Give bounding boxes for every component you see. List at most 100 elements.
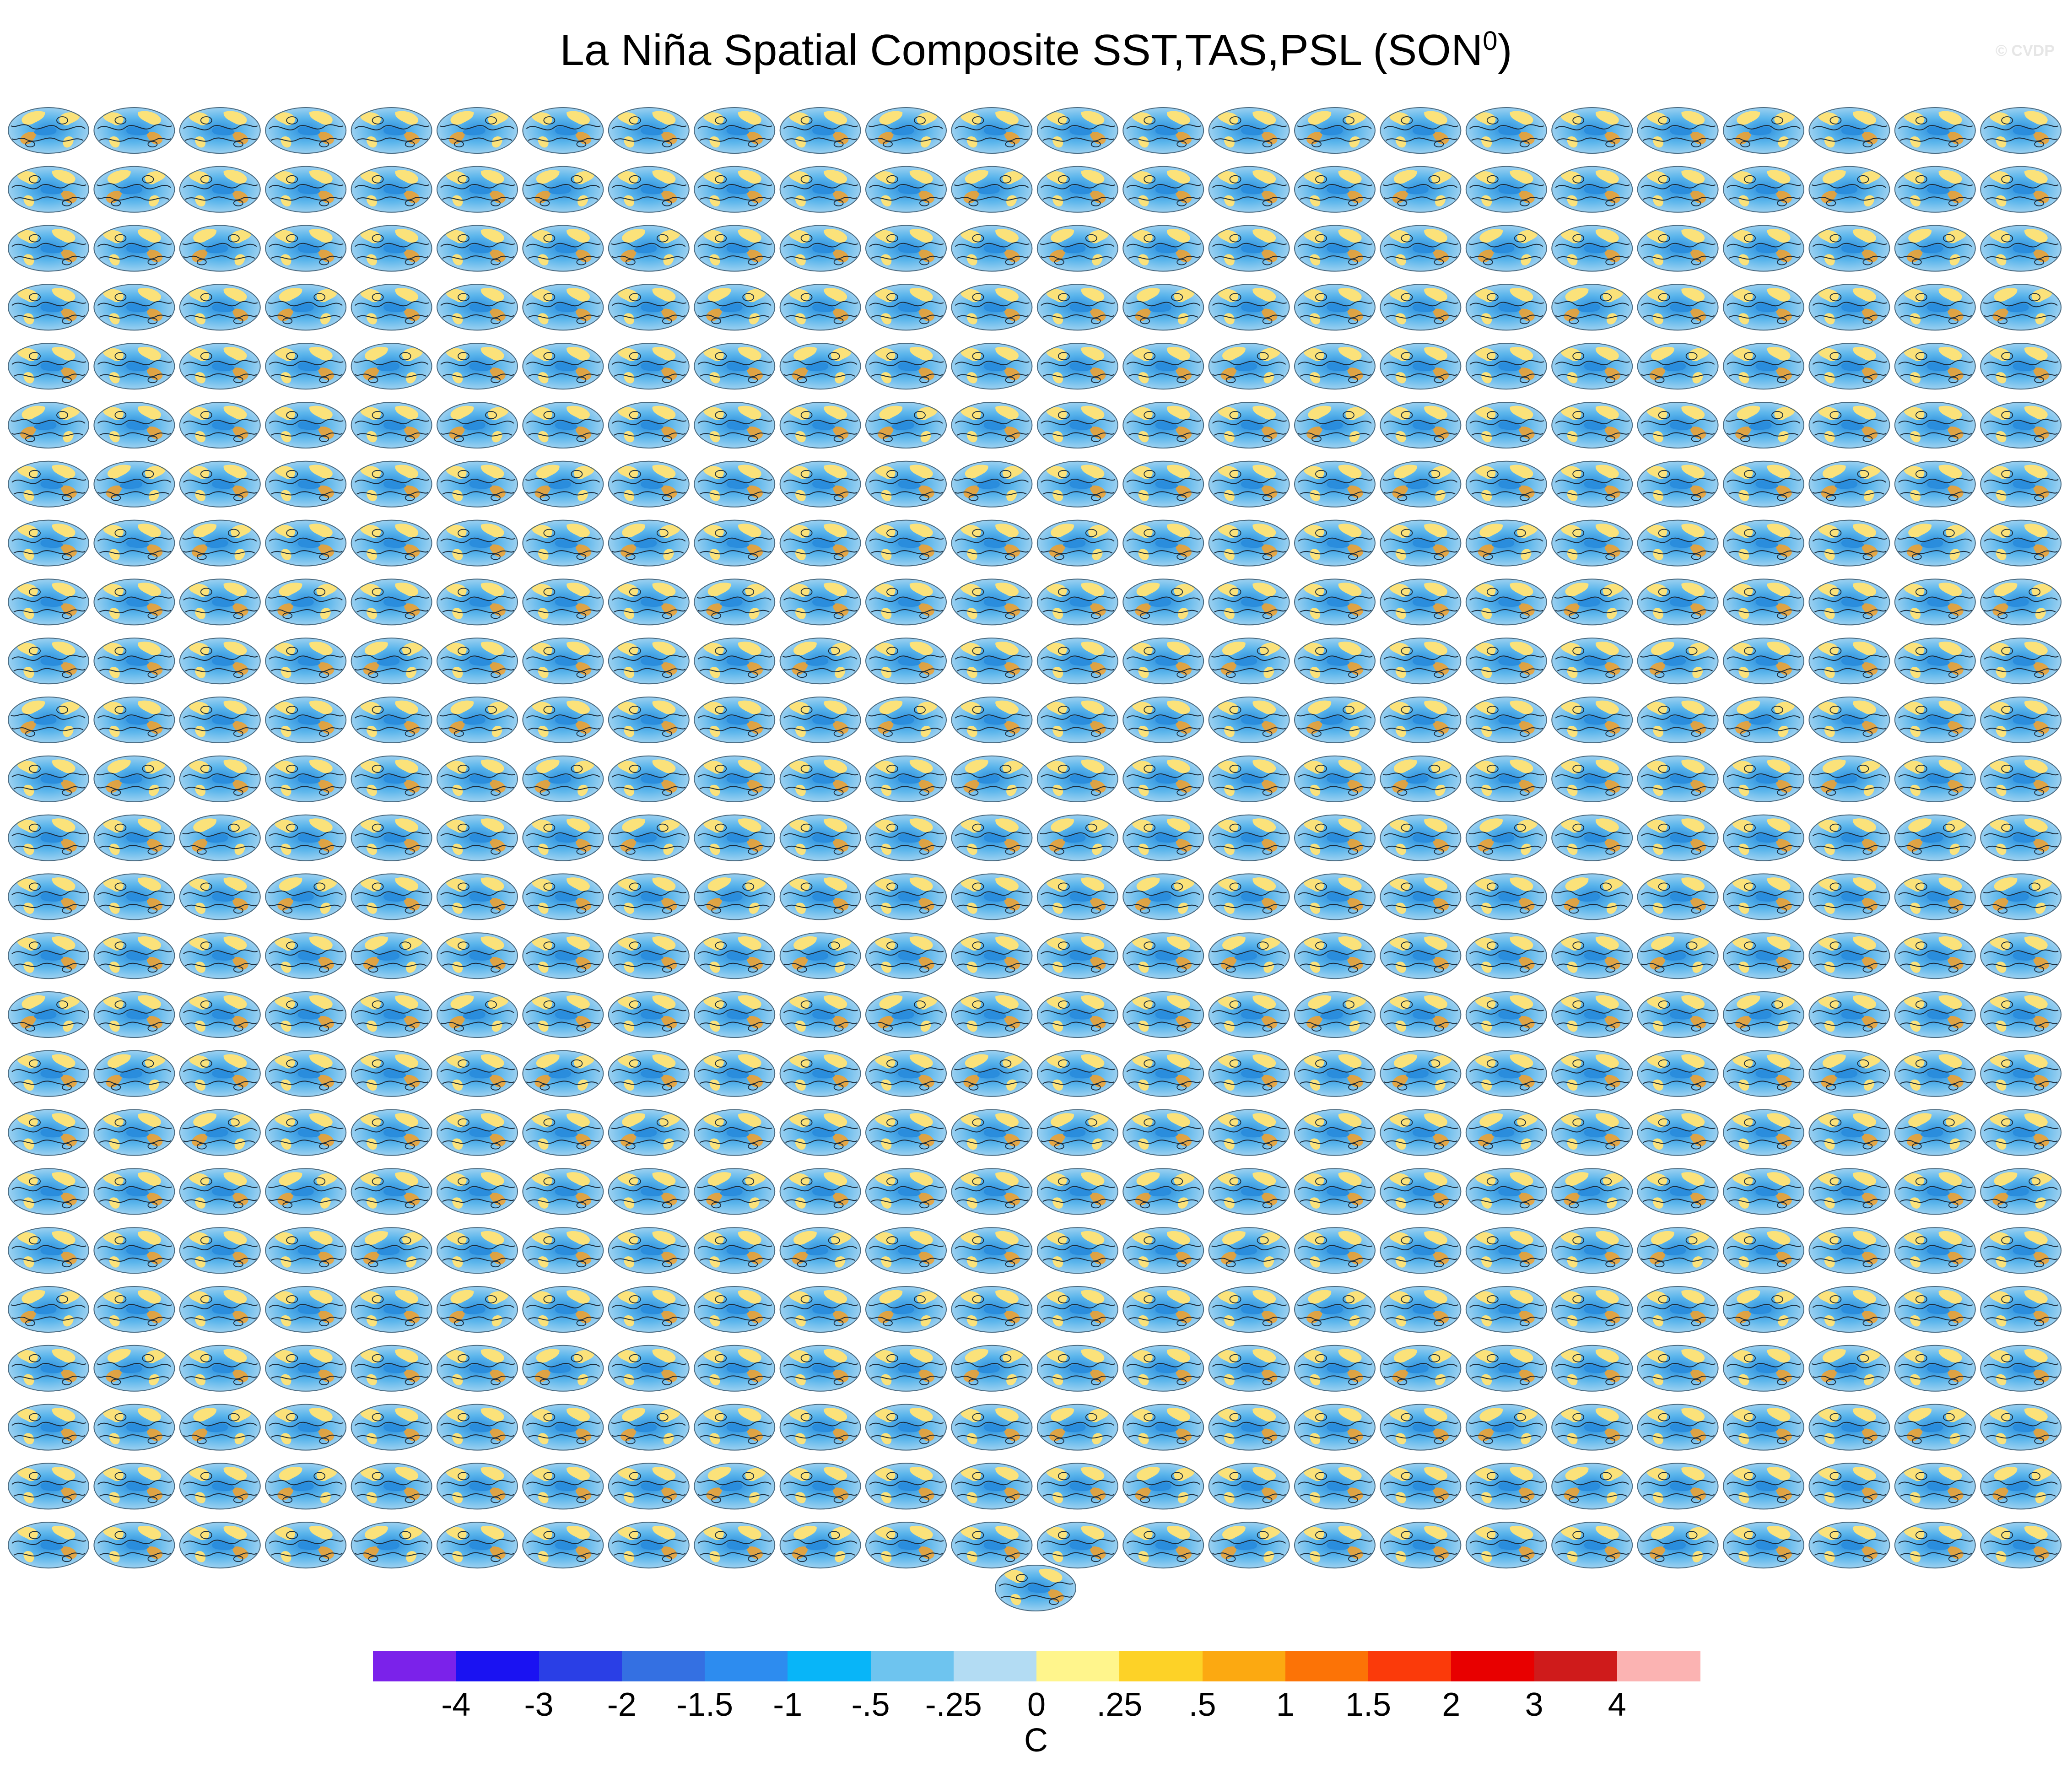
map-panel: [1208, 402, 1290, 449]
map-panel: [8, 932, 89, 979]
map-panel: [1294, 755, 1376, 802]
map-panel: [8, 1168, 89, 1215]
map-panel: [179, 697, 261, 743]
colorbar-box: [1119, 1651, 1203, 1681]
map-panel: [93, 460, 175, 508]
map-panel: [694, 225, 776, 272]
map-panel: [1122, 402, 1204, 449]
map-panel: [1637, 402, 1719, 449]
map-panel: [694, 755, 776, 802]
map-panel: [93, 1109, 175, 1156]
map-panel: [265, 932, 347, 979]
map-panel: [779, 284, 861, 331]
map-panel: [1980, 1227, 2062, 1274]
map-panel: [1808, 1404, 1890, 1451]
map-panel: [93, 225, 175, 272]
map-panel: [865, 166, 947, 213]
map-panel: [1723, 697, 1804, 743]
map-panel: [437, 402, 518, 449]
map-panel: [1637, 107, 1719, 154]
map-panel: [1208, 284, 1290, 331]
colorbar-box: [1202, 1651, 1286, 1681]
map-panel: [1894, 166, 1976, 213]
map-panel: [1294, 460, 1376, 508]
map-panel: [522, 1227, 604, 1274]
map-panel: [1808, 1168, 1890, 1215]
map-panel: [779, 107, 861, 154]
map-panel: [1208, 1109, 1290, 1156]
map-panel: [1723, 1463, 1804, 1510]
map-panel: [1723, 1286, 1804, 1333]
map-panel: [1894, 284, 1976, 331]
map-panel: [951, 578, 1033, 626]
map-panel: [265, 873, 347, 920]
map-panel: [1294, 638, 1376, 685]
map-panel: [93, 343, 175, 390]
map-panel: [951, 343, 1033, 390]
map-panel: [437, 460, 518, 508]
map-panel: [93, 1227, 175, 1274]
map-panel: [1036, 166, 1118, 213]
map-panel: [1208, 578, 1290, 626]
map-panel: [1122, 814, 1204, 861]
map-panel: [865, 1345, 947, 1392]
map-panel: [1637, 460, 1719, 508]
map-panel: [1208, 1168, 1290, 1215]
map-panel: [865, 284, 947, 331]
map-panel: [1980, 697, 2062, 743]
map-panel: [608, 932, 690, 979]
map-panel: [1380, 519, 1462, 567]
map-panel: [437, 638, 518, 685]
map-panel: [1808, 402, 1890, 449]
map-panel: [951, 1463, 1033, 1510]
map-panel: [779, 991, 861, 1038]
map-panel: [522, 519, 604, 567]
map-panel: [8, 873, 89, 920]
map-panel: [1036, 873, 1118, 920]
map-panel: [1551, 873, 1633, 920]
map-panel: [1208, 873, 1290, 920]
map-panel: [1551, 1286, 1633, 1333]
map-panel: [351, 1286, 432, 1333]
map-panel: [93, 519, 175, 567]
map-panel: [1294, 225, 1376, 272]
colorbar-tick-label: 4: [1608, 1686, 1626, 1723]
map-panel: [1894, 991, 1976, 1038]
map-panel: [1551, 1168, 1633, 1215]
map-panel: [1551, 107, 1633, 154]
map-panel: [1294, 402, 1376, 449]
map-panel: [1808, 638, 1890, 685]
colorbar-box: [870, 1651, 954, 1681]
colorbar-tick-label: -1.5: [676, 1686, 734, 1723]
map-panel: [1894, 1345, 1976, 1392]
map-panel: [8, 284, 89, 331]
map-panel: [1808, 1109, 1890, 1156]
map-panel: [179, 284, 261, 331]
map-panel: [1294, 519, 1376, 567]
map-panel: [1551, 1227, 1633, 1274]
map-panel: [8, 1522, 89, 1569]
map-panel: [1036, 932, 1118, 979]
map-panel: [1294, 873, 1376, 920]
colorbar-tick-label: 1.5: [1345, 1686, 1392, 1723]
map-panel: [694, 1168, 776, 1215]
map-panel: [1723, 932, 1804, 979]
map-panel: [1637, 755, 1719, 802]
map-panel: [865, 755, 947, 802]
map-panel: [1380, 932, 1462, 979]
map-panel: [608, 1404, 690, 1451]
colorbar-box: [705, 1651, 788, 1681]
map-panel: [779, 1463, 861, 1510]
map-panel: [1208, 460, 1290, 508]
colorbar-box: [1534, 1651, 1618, 1681]
map-panel: [1208, 991, 1290, 1038]
map-panel: [608, 697, 690, 743]
map-panel: [779, 343, 861, 390]
map-panel: [608, 1227, 690, 1274]
map-panel: [865, 638, 947, 685]
map-panel: [437, 519, 518, 567]
map-panel: [1894, 1050, 1976, 1097]
map-panel: [437, 873, 518, 920]
map-panel: [1980, 1522, 2062, 1569]
map-panel: [1122, 343, 1204, 390]
